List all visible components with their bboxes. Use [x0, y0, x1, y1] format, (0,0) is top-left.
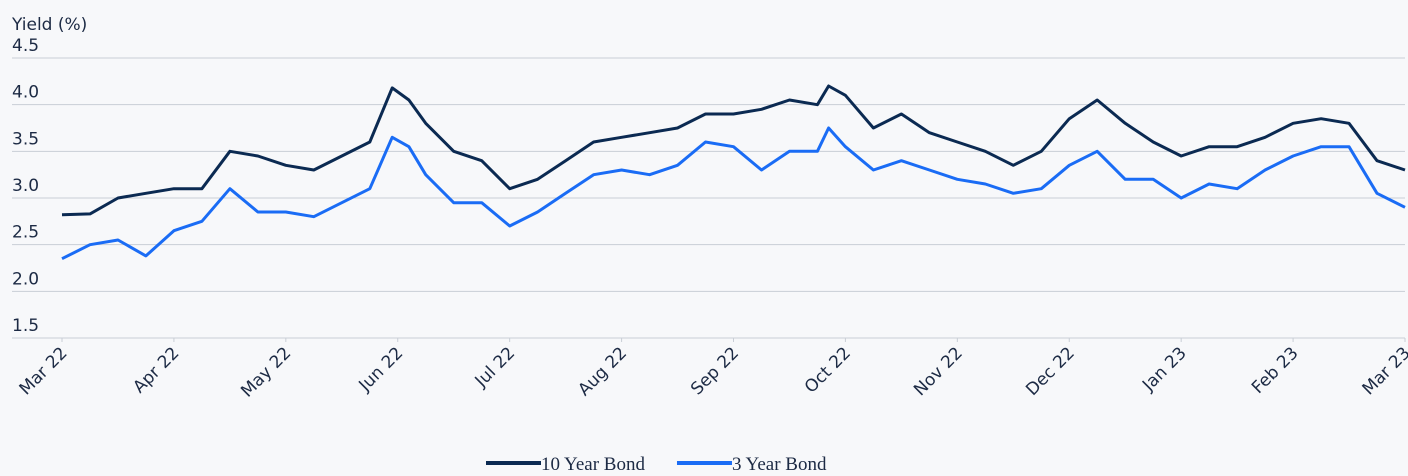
x-tick-label: Nov 22	[910, 343, 967, 400]
y-tick-label: 3.5	[12, 129, 39, 149]
y-tick-label: 4.5	[12, 36, 39, 56]
y-tick-label: 4.0	[12, 83, 39, 103]
y-axis-title: Yield (%)	[11, 15, 87, 35]
x-tick-label: Apr 22	[129, 343, 183, 397]
x-tick-label: Jan 23	[1138, 343, 1191, 396]
x-tick-label: Feb 23	[1248, 343, 1303, 398]
x-tick-label: Oct 22	[801, 343, 855, 397]
y-tick-label: 2.0	[12, 269, 39, 289]
x-tick-label: Mar 22	[16, 343, 72, 399]
legend-label: 3 Year Bond	[732, 454, 827, 472]
x-tick-label: Aug 22	[574, 343, 631, 400]
line-series	[61, 84, 1406, 217]
x-tick-label: Mar 23	[1359, 343, 1408, 399]
x-tick-label: Jun 22	[355, 343, 408, 396]
x-tick-label: Dec 22	[1022, 343, 1079, 400]
x-tick-label: Sep 22	[687, 343, 743, 399]
y-tick-label: 3.0	[12, 176, 39, 196]
y-tick-label: 1.5	[12, 316, 39, 336]
x-tick-label: Jul 22	[471, 343, 519, 391]
y-tick-label: 2.5	[12, 223, 39, 243]
line-series	[61, 126, 1406, 261]
x-tick-label: May 22	[237, 343, 295, 401]
legend-label: 10 Year Bond	[541, 454, 645, 472]
